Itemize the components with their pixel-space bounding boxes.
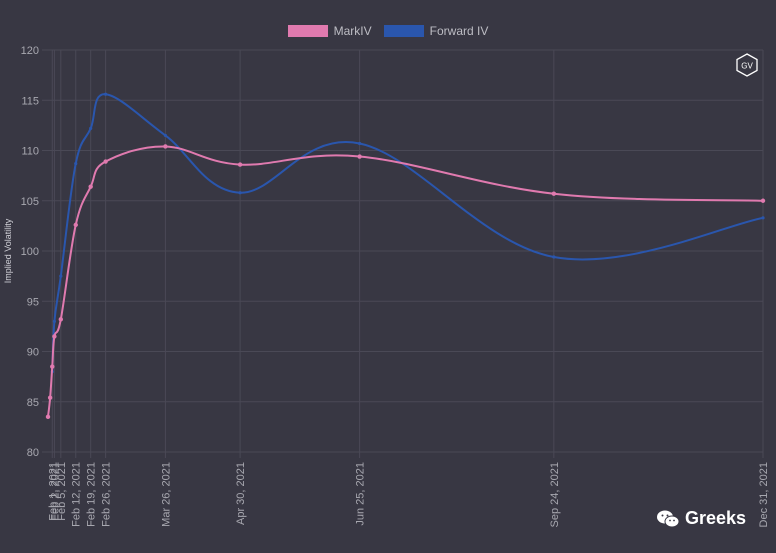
watermark-text: Greeks xyxy=(685,508,747,528)
y-tick-label: 80 xyxy=(27,447,39,459)
legend-item-forward-iv[interactable]: Forward IV xyxy=(383,24,489,38)
data-point-forward-iv xyxy=(104,92,108,96)
data-point-markiv xyxy=(357,154,362,159)
y-tick-label: 100 xyxy=(21,246,39,258)
legend-label-forward-iv: Forward IV xyxy=(429,24,489,38)
data-point-forward-iv xyxy=(59,274,63,278)
data-point-forward-iv xyxy=(163,133,167,138)
y-tick-label: 110 xyxy=(21,146,39,158)
chart-series xyxy=(45,92,766,420)
x-tick-label: Feb 5, 2021 xyxy=(56,462,68,521)
y-tick-label: 85 xyxy=(27,397,39,409)
legend-swatch-markiv xyxy=(287,25,328,37)
data-point-markiv xyxy=(73,222,78,228)
data-point-markiv xyxy=(58,317,64,322)
chart-legend: MarkIV Forward IV xyxy=(0,24,776,38)
watermark: Greeks xyxy=(656,508,746,529)
data-point-markiv xyxy=(47,395,53,400)
legend-item-markiv[interactable]: MarkIV xyxy=(287,24,372,38)
data-point-forward-iv xyxy=(238,191,242,195)
data-point-forward-iv xyxy=(358,141,362,146)
y-axis-title: Implied Volatility xyxy=(3,218,13,283)
data-point-markiv xyxy=(237,162,243,167)
x-tick-label: Jun 25, 2021 xyxy=(355,462,367,526)
data-point-forward-iv xyxy=(761,216,765,220)
data-point-markiv xyxy=(103,159,108,164)
wechat-icon xyxy=(657,510,680,527)
series-line-forward-iv xyxy=(51,93,764,372)
series-line-markiv xyxy=(47,145,764,417)
x-tick-label: Feb 19, 2021 xyxy=(86,462,98,527)
legend-swatch-forward-iv xyxy=(383,25,424,37)
data-point-forward-iv xyxy=(52,319,57,323)
chart-grid xyxy=(42,49,764,458)
gv-logo-icon: GV xyxy=(736,53,758,77)
data-point-markiv xyxy=(760,198,766,203)
x-tick-label: Apr 30, 2021 xyxy=(235,462,247,525)
data-point-forward-iv xyxy=(552,255,556,259)
data-point-markiv xyxy=(163,144,168,149)
data-point-forward-iv xyxy=(74,161,78,166)
data-point-markiv xyxy=(50,364,55,369)
y-tick-label: 120 xyxy=(21,45,39,57)
y-tick-label: 95 xyxy=(27,296,39,308)
y-tick-label: 105 xyxy=(21,196,39,208)
x-tick-label: Feb 1, 2021 xyxy=(47,462,59,521)
data-point-markiv xyxy=(52,334,57,339)
data-point-markiv xyxy=(45,414,51,420)
x-tick-label: Feb 26, 2021 xyxy=(101,462,113,527)
y-tick-label: 90 xyxy=(27,347,39,359)
data-point-markiv xyxy=(88,184,93,189)
x-tick-label: Mar 26, 2021 xyxy=(160,462,172,527)
x-tick-label: Dec 31, 2021 xyxy=(758,462,770,527)
x-tick-label: Sep 24, 2021 xyxy=(549,462,561,527)
x-tick-label: Feb 12, 2021 xyxy=(71,462,83,527)
data-point-forward-iv xyxy=(89,126,93,130)
y-tick-label: 115 xyxy=(21,95,39,107)
legend-label-markiv: MarkIV xyxy=(333,24,372,38)
data-point-markiv xyxy=(551,191,557,196)
gv-logo-text: GV xyxy=(741,62,753,71)
x-tick-label: Feb 2, 2021 xyxy=(49,462,61,521)
